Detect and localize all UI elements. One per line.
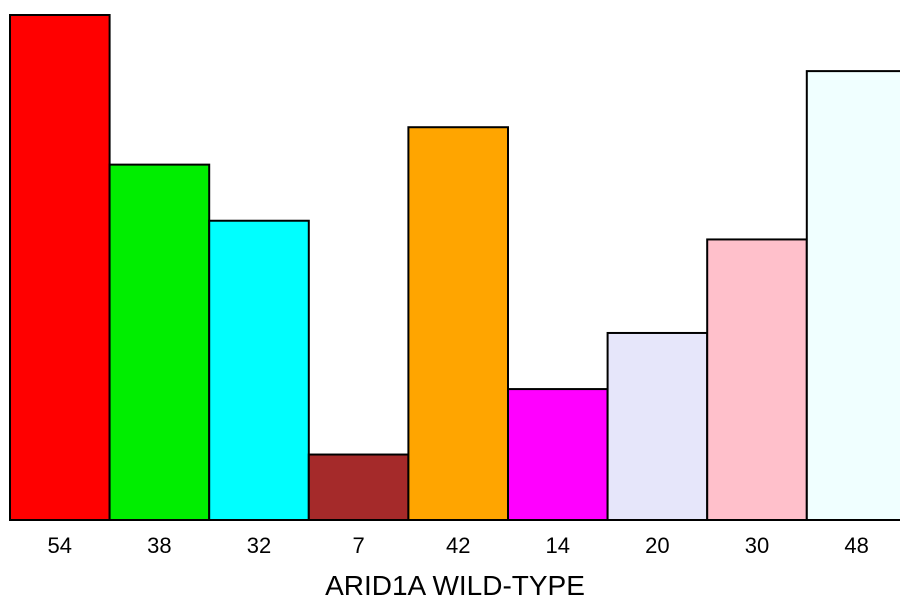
x-axis-title: ARID1A WILD-TYPE (325, 570, 585, 601)
x-tick-label: 48 (844, 533, 868, 558)
x-tick-label: 54 (48, 533, 72, 558)
bar-7 (307, 453, 410, 522)
bar-20 (606, 331, 709, 521)
x-tick-label: 38 (147, 533, 171, 558)
bar-14 (507, 388, 609, 521)
bars-group (9, 14, 900, 522)
bar-42 (407, 126, 509, 521)
x-tick-labels: 54 38 32 7 42 14 20 30 48 (48, 533, 869, 558)
x-tick-label: 14 (546, 533, 570, 558)
bar-38 (108, 163, 211, 521)
x-tick-label: 42 (446, 533, 470, 558)
x-tick-label: 32 (247, 533, 271, 558)
bar-48 (805, 70, 900, 521)
bar-54 (9, 14, 111, 521)
bar-30 (706, 238, 808, 521)
x-tick-label: 20 (645, 533, 669, 558)
bar-32 (208, 219, 310, 521)
x-tick-label: 30 (745, 533, 769, 558)
x-tick-label: 7 (352, 533, 364, 558)
